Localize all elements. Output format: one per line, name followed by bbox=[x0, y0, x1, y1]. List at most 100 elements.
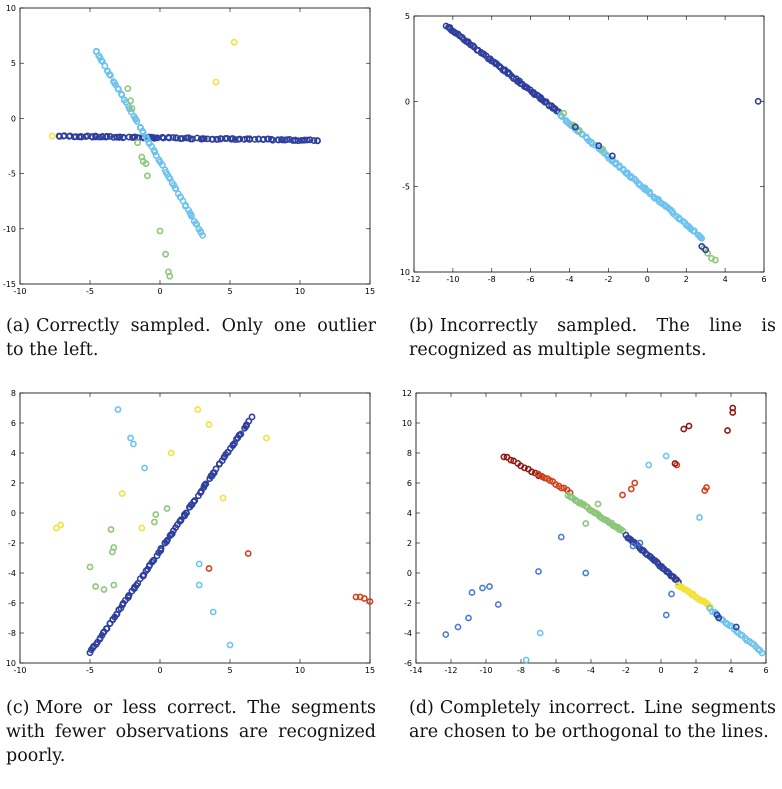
x-tick-label: 0 bbox=[157, 287, 162, 296]
plot-frame bbox=[19, 392, 371, 664]
caption-b-text: Incorrectly sampled. The line is recogni… bbox=[409, 316, 776, 360]
y-tick-label: -2 bbox=[8, 539, 16, 548]
data-point-light-blue bbox=[159, 161, 166, 169]
x-tick-label: 6 bbox=[761, 275, 766, 284]
data-point-dark-blue bbox=[310, 137, 318, 144]
x-tick-label: -8 bbox=[517, 666, 525, 675]
y-tick-label: 0 bbox=[405, 97, 410, 106]
data-point-mid-blue bbox=[582, 569, 590, 577]
y-tick-label: 10 bbox=[402, 419, 412, 428]
caption-a-text: Correctly sampled. Only one outlier to t… bbox=[6, 316, 376, 360]
y-tick-label: 0 bbox=[407, 569, 412, 578]
data-point-dark-blue bbox=[212, 465, 220, 473]
data-point-dark-red bbox=[528, 468, 535, 476]
x-tick-label: 10 bbox=[295, 287, 305, 296]
caption-a: (a) Correctly sampled. Only one outlier t… bbox=[6, 314, 376, 362]
data-point-red bbox=[627, 485, 635, 493]
y-tick-label: 4 bbox=[407, 509, 412, 518]
x-tick-label: -12 bbox=[444, 666, 457, 675]
data-point-yellow bbox=[53, 524, 60, 532]
data-point-green bbox=[92, 583, 99, 590]
data-point-dark-blue bbox=[303, 136, 311, 144]
data-point-red bbox=[244, 550, 252, 557]
data-point-dark-blue bbox=[103, 132, 111, 140]
data-point-mid-blue bbox=[442, 631, 450, 638]
x-tick-label: 5 bbox=[227, 666, 232, 675]
data-point-dark-blue bbox=[732, 623, 740, 631]
caption-c-text: More or less correct. The segments with … bbox=[6, 698, 376, 766]
caption-d-text: Completely incorrect. Line segments are … bbox=[409, 698, 776, 742]
x-tick-label: -10 bbox=[13, 287, 26, 296]
x-tick-label: -12 bbox=[407, 275, 420, 284]
data-point-dark-blue bbox=[306, 136, 314, 144]
data-point-green bbox=[152, 511, 160, 518]
caption-d: (d) Completely incorrect. Line segments a… bbox=[409, 696, 776, 744]
data-point-dark-blue bbox=[177, 517, 185, 525]
data-point-mid-blue bbox=[662, 611, 670, 619]
data-point-light-blue bbox=[188, 212, 195, 220]
x-tick-label: 0 bbox=[157, 666, 162, 675]
y-tick-label: 2 bbox=[11, 479, 16, 488]
data-point-light-blue bbox=[697, 233, 704, 241]
data-point-dark-blue bbox=[168, 530, 176, 538]
x-tick-label: 4 bbox=[728, 666, 733, 675]
x-tick-label: -10 bbox=[479, 666, 492, 675]
data-point-green bbox=[142, 160, 150, 168]
data-point-green bbox=[127, 97, 134, 105]
data-point-yellow bbox=[194, 406, 202, 413]
chart-panel-b: -12 -10 -8 -6 -4 -2 0 2 4 6 10 -5 0 5 bbox=[400, 12, 767, 284]
data-point-light-blue bbox=[115, 85, 122, 93]
y-tick-label: 2 bbox=[407, 539, 412, 548]
data-point-light-blue bbox=[107, 71, 114, 79]
data-point-green bbox=[100, 586, 108, 593]
data-point-light-blue bbox=[623, 169, 631, 177]
data-point-dark-blue bbox=[279, 136, 286, 144]
y-tick-label: 5 bbox=[11, 59, 16, 68]
data-point-mid-blue bbox=[535, 568, 542, 575]
data-point-yellow bbox=[230, 38, 238, 46]
y-tick-label: 6 bbox=[407, 479, 412, 488]
x-tick-label: 4 bbox=[723, 275, 728, 284]
y-tick-label: 8 bbox=[407, 449, 412, 458]
data-point-dark-blue bbox=[221, 453, 228, 460]
data-point-dark-blue bbox=[125, 592, 132, 600]
data-point-light-blue bbox=[209, 608, 217, 616]
y-tick-label: -6 bbox=[8, 599, 16, 608]
data-point-dark-blue bbox=[92, 132, 99, 140]
data-point-dark-blue bbox=[702, 246, 710, 254]
data-point-light-blue bbox=[662, 452, 670, 460]
data-point-dark-blue bbox=[92, 640, 100, 648]
data-point-dark-blue bbox=[237, 430, 245, 438]
data-point-green bbox=[162, 250, 169, 258]
x-tick-label: 5 bbox=[227, 287, 232, 296]
data-point-light-blue bbox=[536, 629, 544, 637]
y-tick-label: -5 bbox=[8, 170, 16, 179]
data-point-green bbox=[156, 227, 164, 235]
data-point-light-blue bbox=[114, 406, 122, 413]
data-point-dark-blue bbox=[698, 242, 706, 250]
data-point-dark-blue bbox=[571, 123, 579, 131]
x-tick-label: -14 bbox=[409, 666, 422, 675]
y-tick-label: 10 bbox=[6, 4, 16, 13]
data-point-green bbox=[575, 126, 583, 134]
data-point-yellow bbox=[118, 490, 126, 497]
data-point-light-blue bbox=[690, 227, 698, 235]
data-point-light-blue bbox=[199, 231, 206, 239]
x-tick-label: -2 bbox=[604, 275, 612, 284]
data-point-dark-red bbox=[724, 427, 731, 434]
data-point-mid-blue bbox=[454, 623, 462, 631]
data-point-dark-blue bbox=[165, 133, 173, 141]
data-point-mid-blue bbox=[636, 539, 644, 547]
data-point-mid-blue bbox=[468, 589, 476, 596]
x-tick-label: 2 bbox=[684, 275, 689, 284]
x-tick-label: -10 bbox=[446, 275, 459, 284]
data-point-red bbox=[701, 487, 709, 494]
y-tick-label: 6 bbox=[11, 419, 16, 428]
data-point-dark-red bbox=[671, 460, 679, 467]
data-point-dark-red bbox=[685, 422, 693, 430]
data-point-green bbox=[711, 256, 719, 264]
data-point-light-blue bbox=[612, 160, 620, 168]
data-point-light-blue bbox=[127, 434, 134, 442]
plot-frame bbox=[19, 7, 371, 285]
caption-a-label: (a) bbox=[6, 316, 31, 336]
